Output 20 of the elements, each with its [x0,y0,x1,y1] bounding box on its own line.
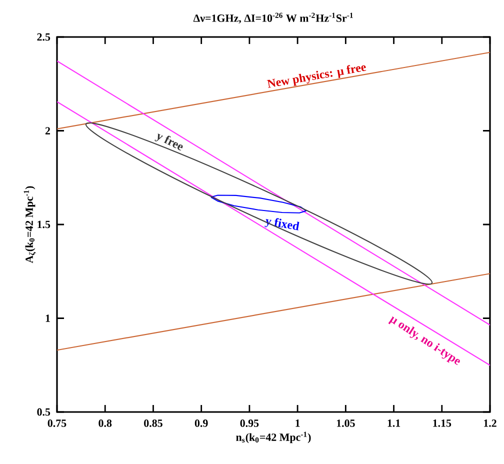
x-tick-label: 0.95 [240,420,259,427]
annotation: New physics: μ free [266,65,366,88]
y-tick-label: 2.5 [37,33,50,41]
x-tick-label: 1.2 [484,420,496,427]
x-tick-label: 0.9 [194,420,208,427]
x-tick-label: 1.15 [433,420,452,427]
x-tick-label: 0.85 [144,420,162,427]
x-tick-label: 0.8 [98,420,112,427]
x-axis-title: n$_{s}$(k$_{0}$=42 Mpc$^{-1}$) [236,432,311,444]
annotation: y free [154,133,183,150]
x-tick-label: 1.1 [388,420,400,427]
x-tick-label: 1 [296,420,300,427]
x-tick-label: 1.05 [336,420,355,427]
y-tick-label: 1 [46,314,50,322]
y-axis-title: A$_{ζ}$(k$_{0}$=42 Mpc$^{-1}$) [24,186,36,264]
chart-title: Δν=1GHz, ΔI=10$^{-26}$ W m$^{-2}$Hz$^{-1}$Sr$^{-1}$ [193,12,353,24]
y-tick-label: 0.5 [37,408,50,416]
x-tick-label: 0.75 [48,420,66,427]
y-tick-label: 1.5 [38,220,50,228]
y-tick-label: 2 [45,127,50,134]
